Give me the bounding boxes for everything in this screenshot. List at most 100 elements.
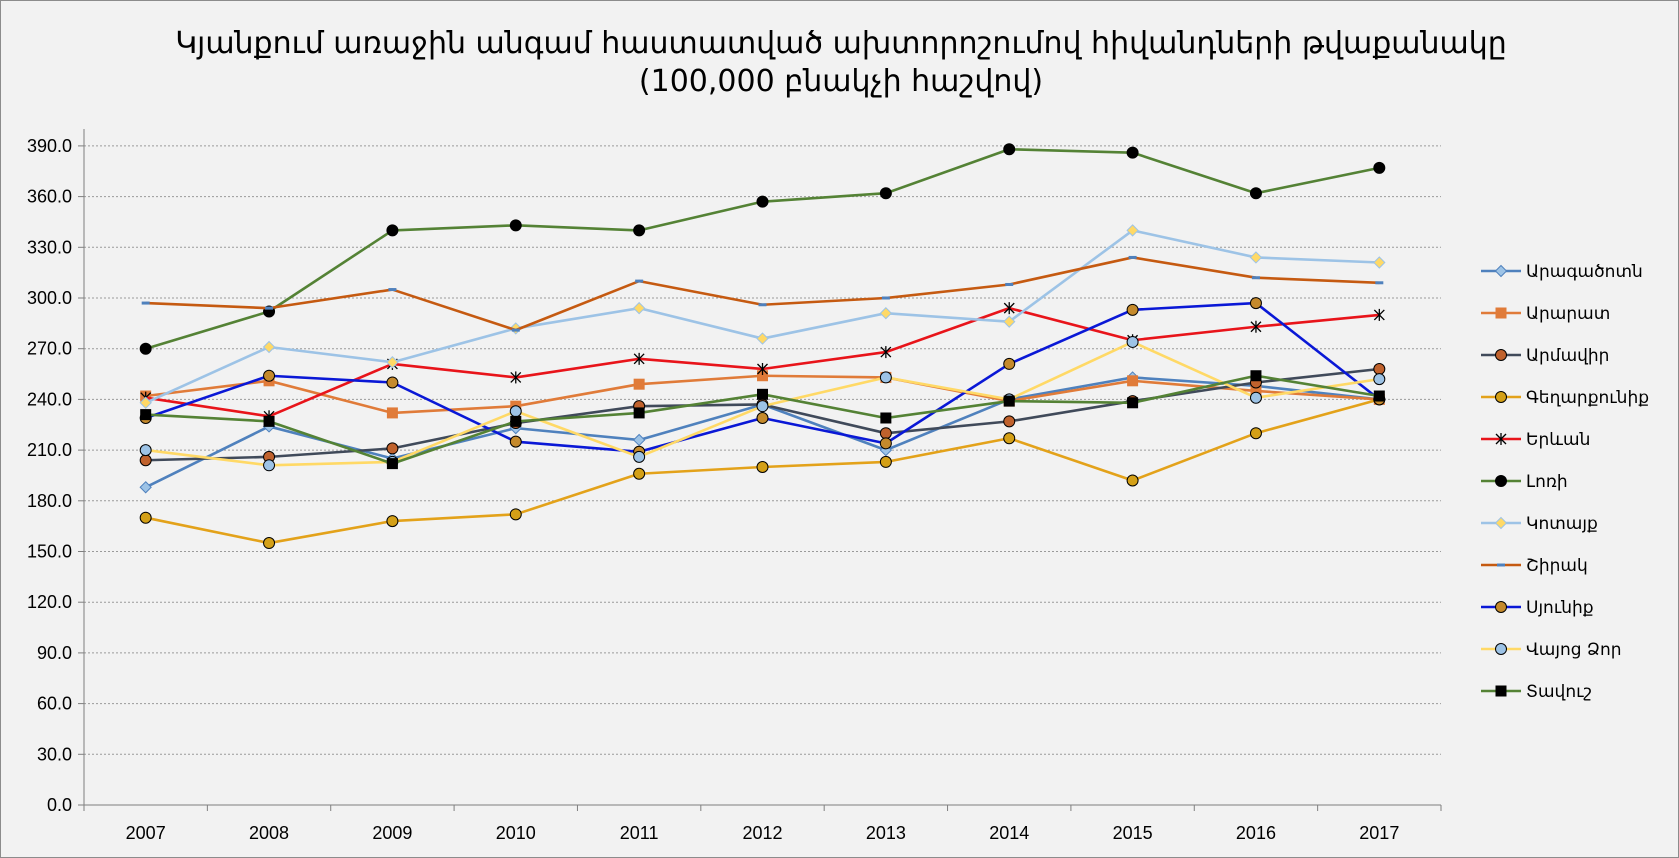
legend-item-10: Վայոց Ձոր <box>1481 640 1622 660</box>
data-point <box>386 515 399 528</box>
legend-item-3: Արմավիր <box>1481 346 1609 366</box>
x-tick-label: 2014 <box>989 823 1029 843</box>
data-point <box>633 407 645 419</box>
legend-label: Երևան <box>1526 430 1590 450</box>
legend-marker <box>1494 264 1508 278</box>
data-point <box>633 352 645 365</box>
data-point <box>1249 251 1263 264</box>
data-point <box>1373 256 1386 269</box>
data-point <box>633 450 646 463</box>
chart-subtitle: (100,000 բնակչի հաշվով) <box>639 64 1043 99</box>
data-point <box>1127 397 1139 409</box>
series-11 <box>140 370 1385 470</box>
data-point <box>879 187 892 200</box>
data-point <box>879 437 892 450</box>
series-lines <box>139 143 1386 550</box>
x-tick-label: 2010 <box>496 823 536 843</box>
data-point <box>757 388 768 400</box>
y-tick-label: 270.0 <box>27 339 72 359</box>
data-point <box>263 537 276 550</box>
data-point <box>1126 224 1139 237</box>
legend-item-4: Գեղարքունիք <box>1481 388 1649 408</box>
data-point <box>509 435 522 448</box>
data-point <box>1003 432 1016 445</box>
data-point <box>756 400 769 413</box>
legend-marker <box>1495 685 1507 697</box>
y-tick-label: 300.0 <box>27 288 72 308</box>
y-tick-label: 360.0 <box>27 187 72 207</box>
data-point <box>879 455 892 468</box>
data-point <box>633 224 646 237</box>
data-point <box>386 407 398 419</box>
data-point <box>633 378 645 390</box>
y-tick-label: 0.0 <box>47 795 72 815</box>
legend: Արագածոտն Արարատ Արմավիր Գեղարքունիք Երևան Լո… <box>1481 262 1649 702</box>
data-point <box>880 412 892 424</box>
gridlines <box>84 145 1441 755</box>
y-tick-label: 90.0 <box>37 643 72 663</box>
series-7 <box>139 224 1386 409</box>
x-tick-label: 2017 <box>1359 823 1399 843</box>
data-point <box>139 511 152 524</box>
legend-label: Արագածոտն <box>1526 262 1643 282</box>
data-point <box>632 301 646 315</box>
y-tick-label: 330.0 <box>27 237 72 257</box>
data-point <box>263 459 276 472</box>
data-point <box>263 369 276 382</box>
legend-label: Լոռի <box>1526 472 1568 492</box>
legend-item-11: Տավուշ <box>1481 682 1592 702</box>
y-tick-label: 240.0 <box>27 389 72 409</box>
data-point <box>139 342 152 355</box>
x-tick-label: 2013 <box>866 823 906 843</box>
data-point <box>879 371 892 384</box>
data-point <box>1127 375 1139 387</box>
data-point <box>139 454 152 467</box>
data-point <box>139 444 152 457</box>
data-point <box>509 219 522 232</box>
data-point <box>756 461 769 473</box>
data-point <box>880 346 892 359</box>
data-point <box>879 307 893 320</box>
data-point <box>1126 146 1139 159</box>
series-line <box>145 256 1380 332</box>
legend-label: Գեղարքունիք <box>1526 388 1649 408</box>
data-point <box>386 442 399 455</box>
legend-item-5: Երևան <box>1481 430 1590 450</box>
x-tick-label: 2016 <box>1236 823 1276 843</box>
data-point <box>1249 297 1262 310</box>
data-point <box>879 427 892 440</box>
y-tick-label: 180.0 <box>27 491 72 511</box>
legend-label: Արմավիր <box>1526 346 1609 366</box>
x-tick-label: 2009 <box>372 823 412 843</box>
data-point <box>1003 395 1015 407</box>
legend-item-2: Արարատ <box>1481 304 1610 324</box>
data-point <box>1373 362 1386 375</box>
data-point <box>510 415 522 427</box>
legend-item-1: Արագածոտն <box>1481 262 1643 282</box>
legend-marker <box>1495 601 1507 613</box>
legend-label: Կոտայք <box>1526 514 1598 534</box>
data-point <box>510 371 522 384</box>
data-point <box>1249 427 1262 440</box>
x-tick-label: 2008 <box>249 823 289 843</box>
legend-item-7: Կոտայք <box>1481 514 1598 534</box>
legend-marker <box>1495 349 1507 361</box>
data-point <box>756 332 769 345</box>
y-tick-label: 210.0 <box>27 440 72 460</box>
x-tick-label: 2012 <box>742 823 782 843</box>
data-point <box>386 376 399 389</box>
data-point <box>262 340 276 354</box>
y-tick-label: 150.0 <box>27 542 72 562</box>
data-point <box>139 481 152 494</box>
y-tick-label: 120.0 <box>27 592 72 612</box>
series-6 <box>139 143 1386 355</box>
legend-label: Սյունիք <box>1526 598 1594 618</box>
legend-marker <box>1494 516 1508 530</box>
data-point <box>1126 303 1139 316</box>
legend-item-6: Լոռի <box>1481 472 1568 492</box>
series-line <box>145 147 1380 350</box>
data-point <box>386 356 399 369</box>
data-point <box>756 411 769 424</box>
